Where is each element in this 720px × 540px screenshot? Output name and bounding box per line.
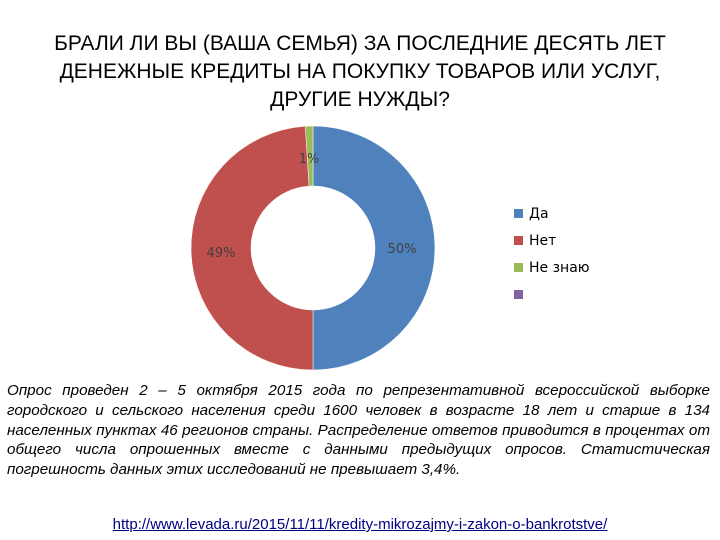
data-label-no: 49% bbox=[207, 246, 236, 261]
legend-swatch-dont-know bbox=[514, 263, 523, 272]
source-link[interactable]: http://www.levada.ru/2015/11/11/kredity-… bbox=[112, 516, 608, 533]
chart-title-line-3: ДРУГИЕ НУЖДЫ? bbox=[270, 88, 450, 111]
legend-item-no: Нет bbox=[514, 227, 590, 254]
slice-dont-know bbox=[305, 125, 314, 187]
doughnut-chart: 50% 49% 1% bbox=[190, 125, 436, 371]
chart-title: БРАЛИ ЛИ ВЫ (ВАША СЕМЬЯ) ЗА ПОСЛЕДНИЕ ДЕ… bbox=[0, 30, 720, 114]
slice-no bbox=[190, 125, 314, 371]
chart-title-line-2: ДЕНЕЖНЫЕ КРЕДИТЫ НА ПОКУПКУ ТОВАРОВ ИЛИ … bbox=[59, 60, 661, 83]
chart-legend: Да Нет Не знаю bbox=[514, 200, 590, 308]
legend-swatch-yes bbox=[514, 209, 523, 218]
slice-yes bbox=[312, 125, 436, 371]
survey-note: Опрос проведен 2 – 5 октября 2015 года п… bbox=[7, 382, 710, 479]
legend-item-dont-know: Не знаю bbox=[514, 254, 590, 281]
legend-item-yes: Да bbox=[514, 200, 590, 227]
data-label-dont-know: 1% bbox=[299, 152, 320, 167]
chart-title-line-1: БРАЛИ ЛИ ВЫ (ВАША СЕМЬЯ) ЗА ПОСЛЕДНИЕ ДЕ… bbox=[54, 32, 666, 55]
legend-label-dont-know: Не знаю bbox=[529, 259, 590, 276]
data-label-yes: 50% bbox=[388, 242, 417, 257]
legend-swatch-empty bbox=[514, 290, 523, 299]
legend-item-empty bbox=[514, 281, 590, 308]
legend-label-no: Нет bbox=[529, 232, 557, 249]
legend-swatch-no bbox=[514, 236, 523, 245]
legend-label-yes: Да bbox=[529, 205, 549, 222]
